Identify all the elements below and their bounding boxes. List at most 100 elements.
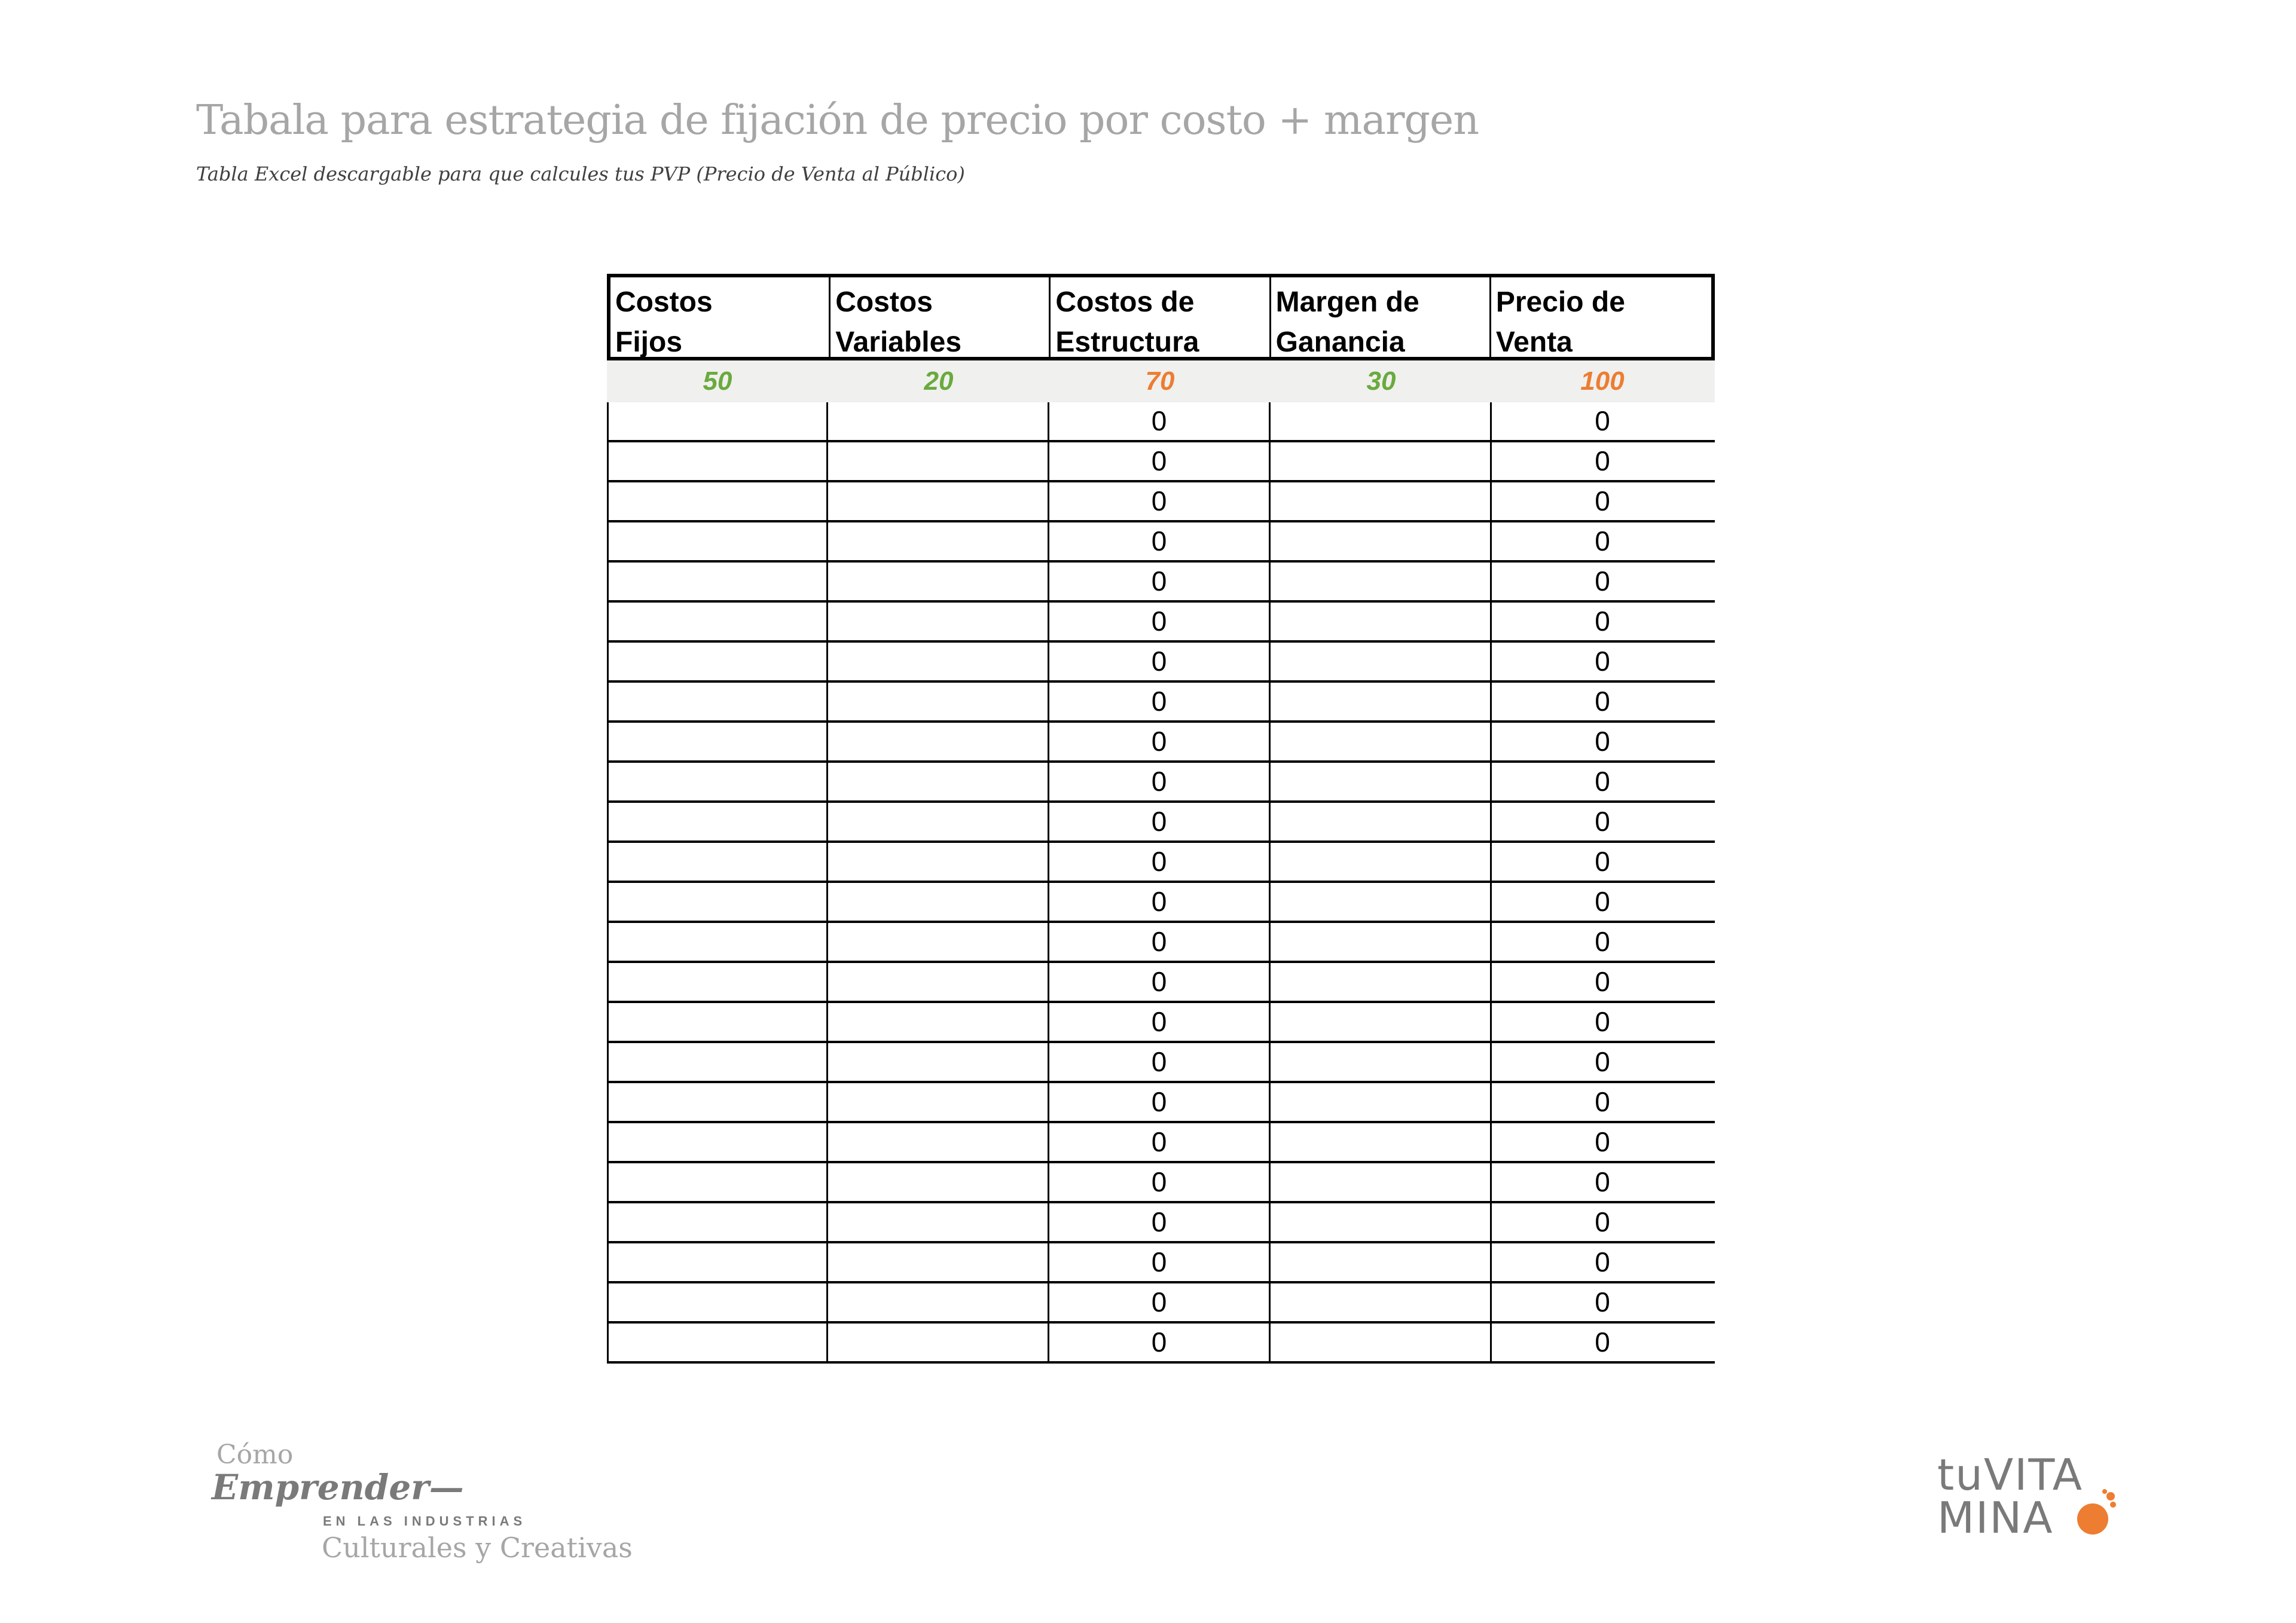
table-cell[interactable]: 0 xyxy=(1595,485,1610,516)
table-cell[interactable]: 0 xyxy=(1049,1243,1271,1281)
table-cell[interactable]: 0 xyxy=(1595,1246,1610,1277)
table-cell[interactable] xyxy=(828,1043,1049,1081)
table-cell[interactable] xyxy=(828,482,1049,520)
table-cell[interactable]: 0 xyxy=(1049,643,1271,680)
table-cell[interactable] xyxy=(828,1123,1049,1161)
table-cell[interactable]: 0 xyxy=(1595,1166,1610,1197)
table-cell[interactable] xyxy=(828,723,1049,760)
table-cell[interactable]: 0 xyxy=(1595,1206,1610,1237)
table-cell[interactable] xyxy=(1271,843,1492,881)
table-cell[interactable]: 0 xyxy=(1595,525,1610,557)
table-cell[interactable]: 0 xyxy=(1049,923,1271,961)
table-cell[interactable] xyxy=(828,843,1049,881)
table-cell[interactable] xyxy=(828,563,1049,600)
table-cell[interactable] xyxy=(607,1003,828,1041)
table-cell[interactable] xyxy=(1271,563,1492,600)
table-cell[interactable] xyxy=(607,563,828,600)
table-cell[interactable] xyxy=(607,963,828,1001)
table-cell[interactable] xyxy=(1271,1283,1492,1321)
table-cell[interactable]: 0 xyxy=(1595,1046,1610,1077)
table-cell[interactable]: 0 xyxy=(1595,806,1610,837)
table-cell[interactable]: 0 xyxy=(1595,886,1610,917)
table-cell[interactable]: 0 xyxy=(1595,566,1610,597)
table-cell[interactable] xyxy=(1271,442,1492,480)
table-cell[interactable]: 0 xyxy=(1595,646,1610,677)
table-cell[interactable]: 0 xyxy=(1049,1203,1271,1241)
table-cell[interactable] xyxy=(607,723,828,760)
table-cell[interactable] xyxy=(607,923,828,961)
table-cell[interactable] xyxy=(828,763,1049,800)
table-cell[interactable] xyxy=(828,803,1049,840)
table-cell[interactable] xyxy=(607,402,828,440)
table-cell[interactable]: 0 xyxy=(1595,1326,1610,1358)
table-cell[interactable]: 0 xyxy=(1049,1324,1271,1361)
table-cell[interactable] xyxy=(1271,1043,1492,1081)
table-cell[interactable] xyxy=(828,1243,1049,1281)
table-cell[interactable] xyxy=(828,402,1049,440)
table-cell[interactable] xyxy=(607,1203,828,1241)
table-cell[interactable]: 0 xyxy=(1049,883,1271,921)
table-cell[interactable] xyxy=(1271,482,1492,520)
table-cell[interactable] xyxy=(607,643,828,680)
table-cell[interactable]: 0 xyxy=(1049,1083,1271,1121)
table-cell[interactable] xyxy=(607,1243,828,1281)
table-cell[interactable] xyxy=(607,683,828,720)
table-cell[interactable]: 0 xyxy=(1049,1003,1271,1041)
table-cell[interactable]: 0 xyxy=(1049,563,1271,600)
table-cell[interactable] xyxy=(828,603,1049,640)
table-cell[interactable] xyxy=(1271,643,1492,680)
table-cell[interactable] xyxy=(1271,803,1492,840)
table-cell[interactable] xyxy=(828,1324,1049,1361)
table-cell[interactable] xyxy=(828,442,1049,480)
table-cell[interactable] xyxy=(828,1003,1049,1041)
table-cell[interactable]: 0 xyxy=(1595,966,1610,997)
table-cell[interactable] xyxy=(607,442,828,480)
table-cell[interactable] xyxy=(1271,1123,1492,1161)
table-cell[interactable]: 0 xyxy=(1595,606,1610,637)
table-cell[interactable] xyxy=(828,923,1049,961)
table-cell[interactable] xyxy=(1271,402,1492,440)
table-cell[interactable]: 0 xyxy=(1595,686,1610,717)
table-cell[interactable]: 0 xyxy=(1049,1123,1271,1161)
table-cell[interactable]: 0 xyxy=(1049,1043,1271,1081)
table-cell[interactable] xyxy=(828,1203,1049,1241)
table-cell[interactable] xyxy=(1271,522,1492,560)
table-cell[interactable]: 0 xyxy=(1049,442,1271,480)
table-cell[interactable] xyxy=(607,1083,828,1121)
table-cell[interactable]: 0 xyxy=(1049,1163,1271,1201)
table-cell[interactable]: 0 xyxy=(1049,763,1271,800)
table-cell[interactable] xyxy=(607,763,828,800)
table-cell[interactable] xyxy=(1271,1324,1492,1361)
table-cell[interactable]: 0 xyxy=(1595,1086,1610,1117)
table-cell[interactable]: 0 xyxy=(1049,683,1271,720)
table-cell[interactable] xyxy=(607,1123,828,1161)
table-cell[interactable] xyxy=(607,522,828,560)
table-cell[interactable]: 0 xyxy=(1049,843,1271,881)
table-cell[interactable] xyxy=(1271,1243,1492,1281)
table-cell[interactable] xyxy=(607,1324,828,1361)
table-cell[interactable] xyxy=(1271,883,1492,921)
table-cell[interactable]: 0 xyxy=(1049,1283,1271,1321)
table-cell[interactable] xyxy=(1271,603,1492,640)
table-cell[interactable]: 0 xyxy=(1595,1126,1610,1157)
table-cell[interactable] xyxy=(1271,1083,1492,1121)
table-cell[interactable] xyxy=(828,883,1049,921)
table-cell[interactable]: 0 xyxy=(1049,522,1271,560)
table-cell[interactable] xyxy=(828,683,1049,720)
table-cell[interactable] xyxy=(828,1283,1049,1321)
table-cell[interactable]: 0 xyxy=(1595,445,1610,476)
table-cell[interactable] xyxy=(1271,763,1492,800)
table-cell[interactable] xyxy=(828,522,1049,560)
table-cell[interactable] xyxy=(1271,1003,1492,1041)
table-cell[interactable]: 0 xyxy=(1595,926,1610,957)
table-cell[interactable]: 0 xyxy=(1049,603,1271,640)
table-cell[interactable]: 0 xyxy=(1049,803,1271,840)
table-cell[interactable]: 0 xyxy=(1595,405,1610,436)
table-cell[interactable] xyxy=(1271,723,1492,760)
table-cell[interactable] xyxy=(607,482,828,520)
table-cell[interactable]: 0 xyxy=(1049,402,1271,440)
table-cell[interactable]: 0 xyxy=(1595,766,1610,797)
table-cell[interactable]: 0 xyxy=(1049,963,1271,1001)
table-cell[interactable] xyxy=(1271,1163,1492,1201)
table-cell[interactable] xyxy=(607,843,828,881)
